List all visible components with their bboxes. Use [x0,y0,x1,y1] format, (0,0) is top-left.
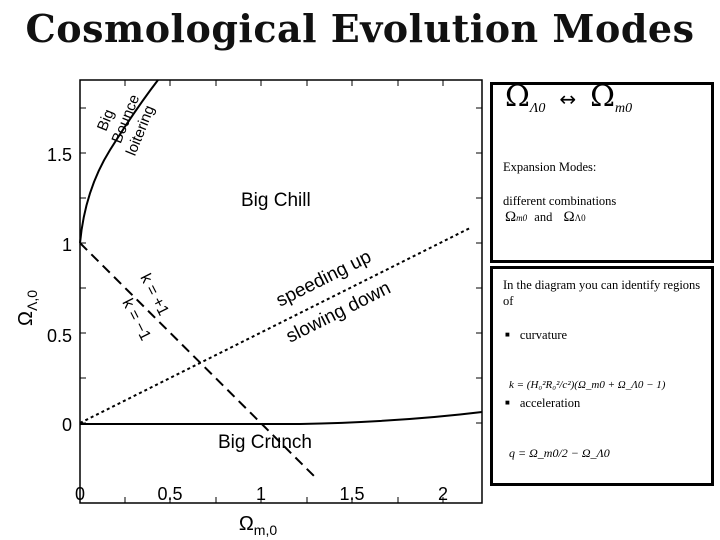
svg-text:Big: Big [94,107,118,133]
plot-frame [79,79,483,504]
y-tick-label: 0 [62,415,72,435]
x-tick-label: 1.5 [339,484,364,504]
different-combinations-text: different combinations [503,194,617,208]
big-crunch-boundary [80,411,483,425]
x-tick-label: 1 [256,484,266,504]
expansion-modes-panel: ΩΛ0 ↔ Ωm0 Expansion Modes: different combi… [490,82,714,263]
bullet-acceleration: ■ acceleration [505,396,581,410]
region-big-crunch: Big Crunch [218,432,312,453]
x-axis-label: Ωm,0 [239,513,278,538]
omega-relation: ΩΛ0 ↔ Ωm0 [505,79,633,117]
zero-acceleration-line [79,227,471,424]
region-bounce-labels: Big Bounce loitering [94,92,158,158]
flat-universe-line [79,242,319,481]
x-tick-label: 2 [438,484,448,504]
acceleration-equation: q = Ω_m0/2 − Ω_Λ0 [509,446,610,460]
omega-combination-symbols: Ωm0 and ΩΛ0 [505,209,586,225]
cosmology-diagram: 0 0.5 1 1.5 2 0 0.5 1 1.5 Ωm,0 ΩΛ,0 Big … [15,79,483,538]
curvature-equation: k = (H₀²R₀²/c²)(Ω_m0 + Ω_Λ0 − 1) [509,379,666,391]
slide-title: Cosmological Evolution Modes [25,6,695,51]
region-big-chill: Big Chill [241,190,311,211]
y-tick-label: 1 [62,235,72,255]
bounce-boundary [79,79,159,244]
axis-ticks [79,80,482,503]
regions-panel: In the diagram you can identify regions … [490,266,714,486]
x-tick-label: 0.5 [157,484,182,504]
y-tick-label: 1.5 [47,145,72,165]
y-tick-label: 0.5 [47,326,72,346]
regions-intro: In the diagram you can identify regions … [503,278,701,308]
expansion-modes-heading: Expansion Modes: [503,160,597,174]
x-tick-label: 0 [75,484,85,504]
k-negative-label: k = −1 [118,296,153,343]
y-axis-label: ΩΛ,0 [15,290,40,326]
bullet-curvature: ■ curvature [505,328,568,342]
